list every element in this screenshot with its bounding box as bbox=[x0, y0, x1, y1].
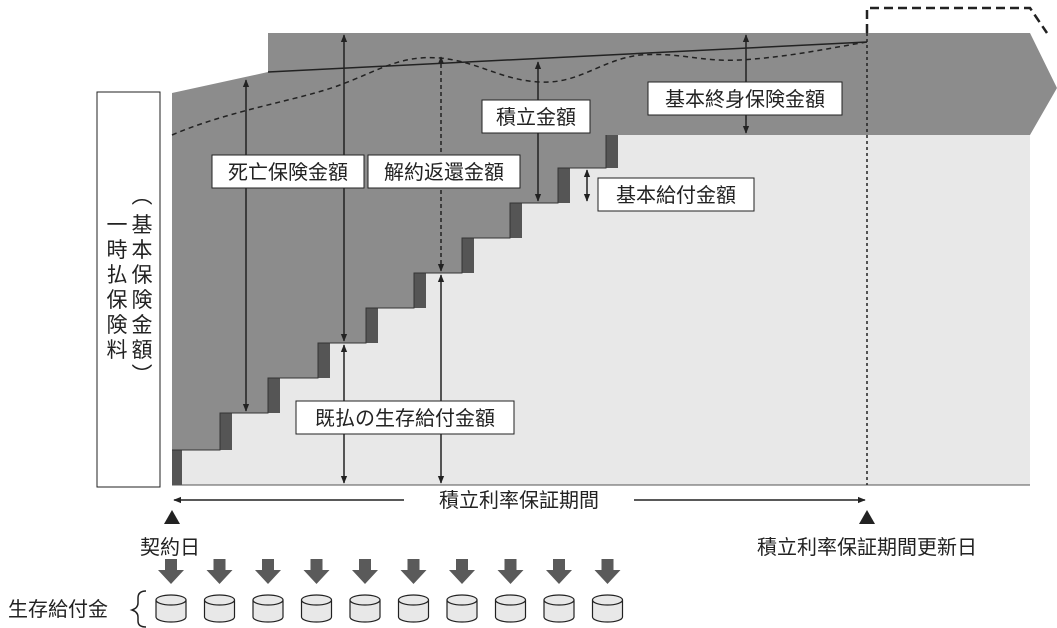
coin-stack-icon bbox=[591, 594, 624, 623]
accumulated-light-area bbox=[172, 135, 1030, 485]
payment-arrow-icon bbox=[303, 559, 330, 584]
svg-text:保: 保 bbox=[132, 263, 153, 287]
svg-text:積立利率保証期間: 積立利率保証期間 bbox=[439, 488, 599, 512]
staircase-outline bbox=[172, 135, 607, 451]
svg-text:険: 険 bbox=[132, 288, 153, 312]
guarantee-period-span: 積立利率保証期間 bbox=[173, 488, 866, 512]
survival-benefit-brace bbox=[129, 590, 147, 628]
payment-arrow-icon bbox=[352, 559, 378, 584]
svg-text:金: 金 bbox=[132, 313, 153, 337]
contract-date-marker bbox=[164, 510, 180, 524]
payment-arrow-icon bbox=[206, 559, 233, 584]
surrender-trend-line bbox=[171, 41, 868, 136]
svg-text:基: 基 bbox=[132, 213, 153, 237]
survival-payments bbox=[155, 559, 624, 623]
svg-text:︶: ︶ bbox=[132, 363, 153, 387]
svg-text:基本終身保険金額: 基本終身保険金額 bbox=[665, 87, 825, 111]
death-benefit-band bbox=[172, 33, 1057, 135]
svg-text:時: 時 bbox=[107, 238, 128, 262]
payment-arrow-icon bbox=[449, 559, 475, 584]
renewal-period-outline bbox=[865, 6, 1049, 34]
svg-text:険: 険 bbox=[107, 313, 128, 337]
payment-arrow-icon bbox=[546, 559, 572, 584]
paid-survival-benefit-label: 既払の生存給付金額 bbox=[295, 400, 515, 435]
coin-stack-icon bbox=[155, 594, 187, 623]
svg-text:積立金額: 積立金額 bbox=[496, 105, 576, 129]
payment-arrow-icon bbox=[594, 559, 621, 584]
svg-text:︵: ︵ bbox=[132, 184, 153, 208]
coin-stack-icon bbox=[349, 594, 381, 623]
renewal-date-marker bbox=[859, 510, 875, 524]
survival-benefit-label: 生存給付金 bbox=[8, 597, 108, 621]
renewal-date-label: 積立利率保証期間更新日 bbox=[757, 535, 977, 559]
svg-text:既払の生存給付金額: 既払の生存給付金額 bbox=[315, 406, 495, 430]
payment-arrow-icon bbox=[497, 559, 524, 584]
coin-stack-icon bbox=[203, 594, 236, 623]
svg-text:基本給付金額: 基本給付金額 bbox=[616, 183, 736, 207]
coin-stack-icon bbox=[494, 594, 527, 623]
surrender-value-label: 解約返還金額 bbox=[367, 154, 521, 189]
accumulated-trend-line bbox=[267, 41, 868, 73]
coin-stack-icon bbox=[300, 594, 333, 623]
accumulated-area bbox=[172, 135, 606, 450]
svg-text:本: 本 bbox=[132, 238, 153, 262]
death-benefit-label: 死亡保険金額 bbox=[211, 154, 365, 189]
svg-text:一: 一 bbox=[107, 213, 128, 237]
accumulated-label: 積立金額 bbox=[481, 99, 591, 134]
svg-text:保: 保 bbox=[107, 288, 128, 312]
svg-text:額: 額 bbox=[132, 338, 153, 362]
basic-lifetime-label: 基本終身保険金額 bbox=[647, 81, 843, 116]
svg-text:払: 払 bbox=[107, 263, 128, 287]
contract-date-label: 契約日 bbox=[140, 535, 200, 559]
svg-text:死亡保険金額: 死亡保険金額 bbox=[228, 160, 348, 184]
payment-arrow-icon bbox=[255, 559, 281, 584]
step-risers bbox=[172, 135, 618, 485]
basic-benefit-label: 基本給付金額 bbox=[597, 177, 755, 212]
coin-stack-icon bbox=[543, 594, 575, 623]
payment-arrow-icon bbox=[158, 559, 184, 584]
coin-stack-icon bbox=[446, 594, 478, 623]
coin-stack-icon bbox=[397, 594, 430, 623]
single-premium-label: ︵ 基 本 保 険 金 額 ︶ 一 時 払 保 険 料 bbox=[96, 91, 161, 488]
payment-arrow-icon bbox=[400, 559, 427, 584]
coin-stack-icon bbox=[252, 594, 284, 623]
svg-text:解約返還金額: 解約返還金額 bbox=[384, 160, 504, 184]
svg-text:料: 料 bbox=[107, 338, 128, 362]
